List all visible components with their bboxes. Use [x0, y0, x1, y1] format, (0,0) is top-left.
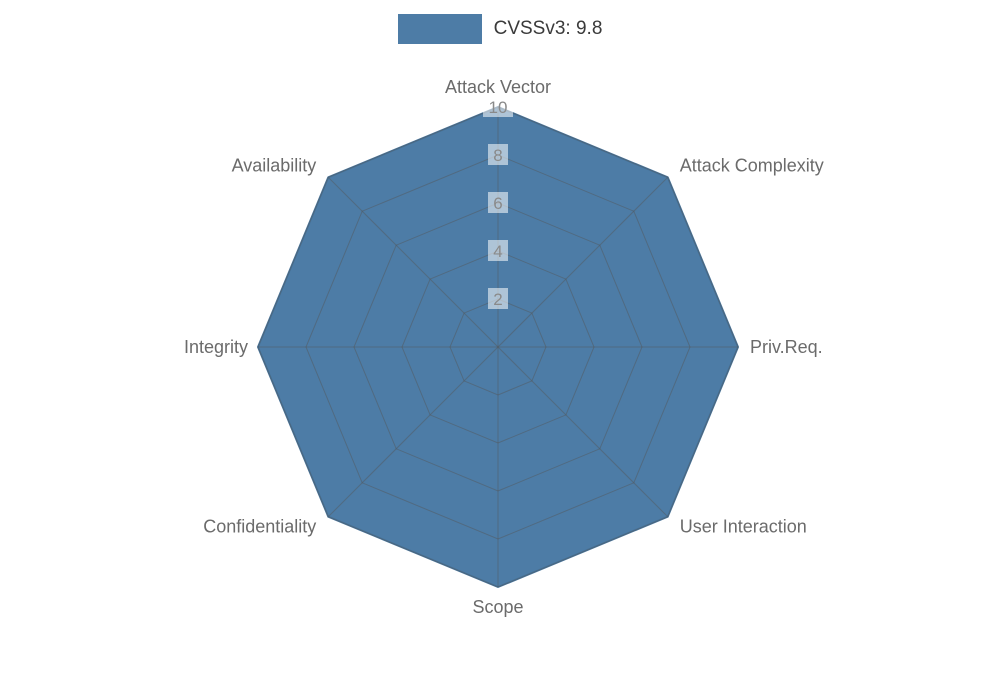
grid-ring — [449, 298, 547, 396]
legend-label: CVSSv3: 9.8 — [493, 18, 603, 39]
legend-swatch — [397, 14, 482, 44]
grid-ring — [305, 154, 691, 540]
grid-spoke — [327, 346, 499, 518]
grid-ring — [401, 250, 595, 444]
category-label-attack-vector: Attack Vector — [445, 77, 551, 97]
category-label-priv-req-: Priv.Req. — [750, 337, 823, 357]
tick-label: 8 — [493, 146, 502, 165]
category-label-user-interaction: User Interaction — [680, 517, 807, 537]
tick-label-bg — [488, 288, 508, 309]
legend: CVSSv3: 9.8 — [0, 14, 1000, 44]
category-label-attack-complexity: Attack Complexity — [680, 155, 824, 175]
grid-ring — [257, 106, 739, 588]
tick-label-bg — [488, 144, 508, 165]
category-label-confidentiality: Confidentiality — [203, 517, 316, 537]
tick-label-bg — [483, 96, 513, 117]
tick-label: 4 — [493, 242, 502, 261]
tick-label-bg — [488, 240, 508, 261]
category-label-integrity: Integrity — [184, 337, 248, 357]
tick-label: 10 — [489, 98, 508, 117]
series-polygon — [257, 106, 739, 588]
category-label-availability: Availability — [232, 155, 317, 175]
tick-label: 6 — [493, 194, 502, 213]
grid-spoke — [327, 176, 499, 348]
grid-spoke — [497, 346, 669, 518]
grid-ring — [353, 202, 643, 492]
tick-label: 2 — [493, 290, 502, 309]
grid-spoke — [497, 176, 669, 348]
tick-label-bg — [488, 192, 508, 213]
category-label-scope: Scope — [472, 597, 523, 617]
